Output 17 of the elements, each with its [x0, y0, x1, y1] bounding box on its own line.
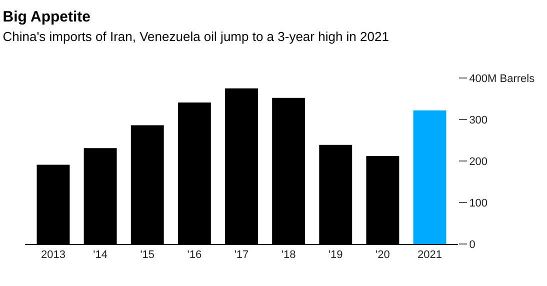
y-tick-label: 0 [469, 238, 476, 251]
x-tick-label: '19 [328, 249, 343, 262]
chart-title: Big Appetite [2, 8, 91, 26]
x-tick-label: '16 [187, 249, 202, 262]
x-tick-label: '20 [376, 249, 390, 262]
x-tick-label: '17 [234, 249, 249, 262]
y-tick-label: 100 [469, 197, 488, 210]
x-tick-label: 2013 [41, 249, 66, 262]
y-tick-label: 300 [469, 114, 488, 126]
x-tick-label: '18 [281, 249, 296, 262]
y-tick-label: 400M Barrels [469, 72, 536, 85]
chart-subtitle: China's imports of Iran, Venezuela oil jump to a 3-year high in 2021 [2, 28, 389, 44]
x-tick-label: '14 [93, 249, 108, 262]
x-tick-label: 2021 [418, 249, 442, 262]
bar [413, 110, 446, 244]
x-tick-label: '15 [140, 249, 155, 262]
y-tick-label: 200 [469, 156, 488, 168]
